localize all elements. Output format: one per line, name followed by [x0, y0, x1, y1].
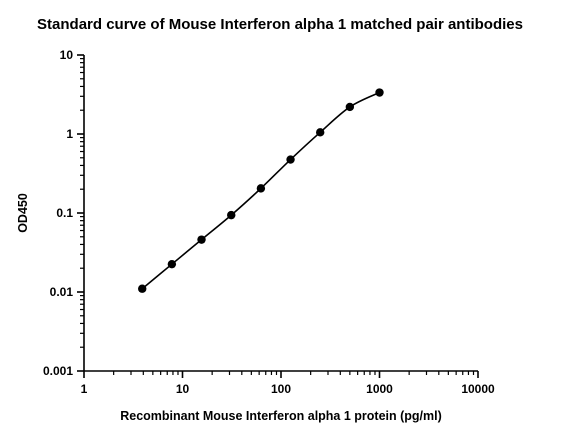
x-tick-label: 10 — [176, 382, 190, 396]
y-tick-label: 0.1 — [56, 206, 73, 220]
y-axis-ticks: 0.001 0.01 0.1 1 10 — [43, 48, 84, 378]
y-tick-label: 1 — [66, 127, 73, 141]
y-tick-label: 10 — [60, 48, 74, 62]
x-tick-label: 10000 — [461, 382, 495, 396]
x-axis-ticks: 1 10 100 1000 10000 — [81, 371, 495, 396]
data-point — [167, 259, 177, 269]
data-point — [315, 128, 325, 137]
x-tick-label: 1000 — [366, 382, 393, 396]
data-points — [138, 88, 384, 293]
y-axis-label: OD450 — [16, 193, 30, 233]
data-point — [345, 102, 355, 112]
y-tick-label: 0.001 — [43, 364, 73, 378]
data-point — [286, 155, 295, 164]
data-point — [138, 284, 147, 293]
data-point — [256, 184, 266, 193]
y-tick-label: 0.01 — [50, 285, 74, 299]
data-point — [375, 88, 384, 97]
x-tick-label: 1 — [81, 382, 88, 396]
x-tick-label: 100 — [271, 382, 291, 396]
data-point — [197, 235, 206, 244]
data-point — [227, 210, 236, 220]
chart-title: Standard curve of Mouse Interferon alpha… — [37, 16, 523, 33]
x-axis-label: Recombinant Mouse Interferon alpha 1 pro… — [120, 409, 442, 423]
